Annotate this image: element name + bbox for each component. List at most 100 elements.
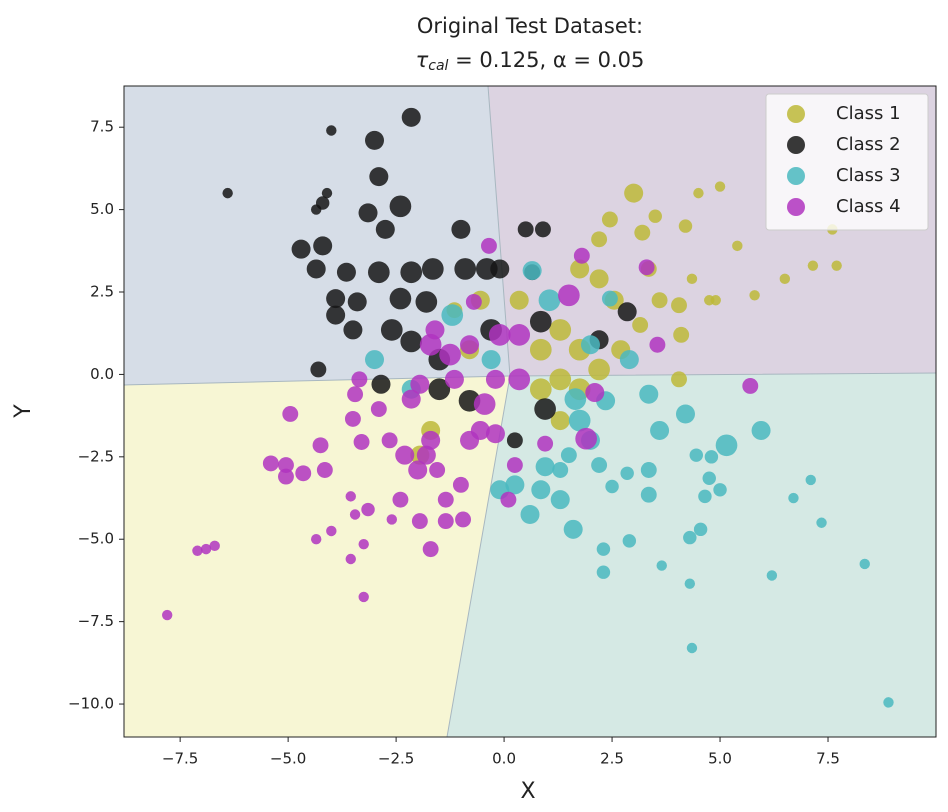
point bbox=[620, 466, 634, 481]
y-tick-label: 2.5 bbox=[90, 283, 114, 301]
point bbox=[347, 292, 367, 312]
legend-marker bbox=[787, 105, 805, 123]
legend-label: Class 4 bbox=[836, 196, 901, 217]
point bbox=[649, 336, 666, 353]
point bbox=[632, 317, 649, 333]
point bbox=[673, 326, 690, 343]
point bbox=[831, 260, 842, 271]
point bbox=[326, 289, 346, 309]
point bbox=[509, 290, 529, 310]
point bbox=[400, 261, 423, 284]
point bbox=[454, 258, 477, 280]
point bbox=[361, 502, 375, 517]
point bbox=[312, 437, 329, 454]
subtitle-part: = 0.125, α = 0.05 bbox=[448, 48, 644, 72]
point bbox=[369, 167, 389, 187]
point bbox=[588, 358, 610, 381]
y-tick-label: −7.5 bbox=[78, 612, 114, 630]
point bbox=[481, 350, 501, 370]
region bbox=[447, 373, 936, 737]
point bbox=[529, 338, 552, 361]
point bbox=[358, 591, 369, 603]
point bbox=[596, 542, 611, 556]
point bbox=[428, 378, 451, 401]
point bbox=[380, 319, 403, 341]
point bbox=[408, 460, 428, 480]
point bbox=[465, 293, 482, 310]
point bbox=[714, 181, 726, 192]
point bbox=[278, 457, 294, 474]
point bbox=[410, 374, 430, 394]
point bbox=[192, 545, 203, 556]
x-tick-label: −7.5 bbox=[162, 750, 198, 768]
point bbox=[161, 609, 173, 621]
point bbox=[222, 187, 233, 199]
point bbox=[365, 350, 385, 370]
point bbox=[715, 434, 738, 457]
point bbox=[371, 374, 391, 394]
point bbox=[441, 304, 464, 326]
point bbox=[656, 560, 667, 571]
point bbox=[675, 404, 695, 424]
point bbox=[200, 543, 212, 555]
point bbox=[560, 447, 577, 464]
legend-label: Class 1 bbox=[836, 103, 901, 124]
legend-marker bbox=[787, 136, 805, 154]
point bbox=[601, 290, 618, 307]
point bbox=[278, 468, 294, 485]
point bbox=[508, 324, 531, 346]
point bbox=[550, 411, 570, 431]
chart-subtitle: τcal = 0.125, α = 0.05 bbox=[416, 48, 645, 74]
point bbox=[619, 350, 639, 370]
point bbox=[488, 324, 511, 346]
point bbox=[591, 457, 608, 474]
point bbox=[766, 570, 778, 581]
point bbox=[500, 491, 517, 508]
point bbox=[552, 462, 569, 478]
point bbox=[282, 406, 299, 422]
point bbox=[425, 320, 445, 340]
point bbox=[859, 558, 870, 570]
point bbox=[573, 247, 590, 264]
point bbox=[788, 492, 799, 504]
point bbox=[624, 183, 644, 203]
point bbox=[640, 486, 657, 503]
point bbox=[883, 697, 894, 708]
point bbox=[370, 401, 387, 417]
point bbox=[575, 427, 597, 450]
x-axis-label: X bbox=[520, 779, 535, 804]
point bbox=[605, 479, 619, 494]
legend-label: Class 3 bbox=[836, 165, 901, 186]
point bbox=[429, 462, 446, 478]
point bbox=[262, 455, 279, 472]
point bbox=[505, 475, 525, 495]
point bbox=[568, 409, 591, 432]
point bbox=[326, 125, 337, 136]
point bbox=[779, 273, 791, 285]
point bbox=[422, 541, 439, 558]
point bbox=[704, 450, 719, 464]
legend-label: Class 2 bbox=[836, 134, 901, 155]
point bbox=[386, 514, 397, 525]
subtitle-part: τ bbox=[416, 48, 429, 72]
point bbox=[421, 430, 441, 450]
point bbox=[437, 491, 454, 508]
point bbox=[651, 292, 668, 309]
legend-marker bbox=[787, 167, 805, 185]
y-tick-label: 7.5 bbox=[90, 118, 114, 136]
plot-frame bbox=[123, 85, 937, 738]
point bbox=[437, 513, 454, 530]
point bbox=[401, 107, 421, 127]
point bbox=[389, 195, 412, 218]
point bbox=[452, 476, 469, 493]
point bbox=[535, 457, 555, 477]
point bbox=[732, 240, 743, 252]
point bbox=[485, 369, 505, 389]
point bbox=[315, 196, 330, 210]
point bbox=[693, 522, 708, 537]
point bbox=[367, 261, 390, 284]
point bbox=[336, 262, 356, 282]
points bbox=[161, 107, 894, 708]
point bbox=[321, 187, 333, 199]
point bbox=[310, 361, 327, 378]
